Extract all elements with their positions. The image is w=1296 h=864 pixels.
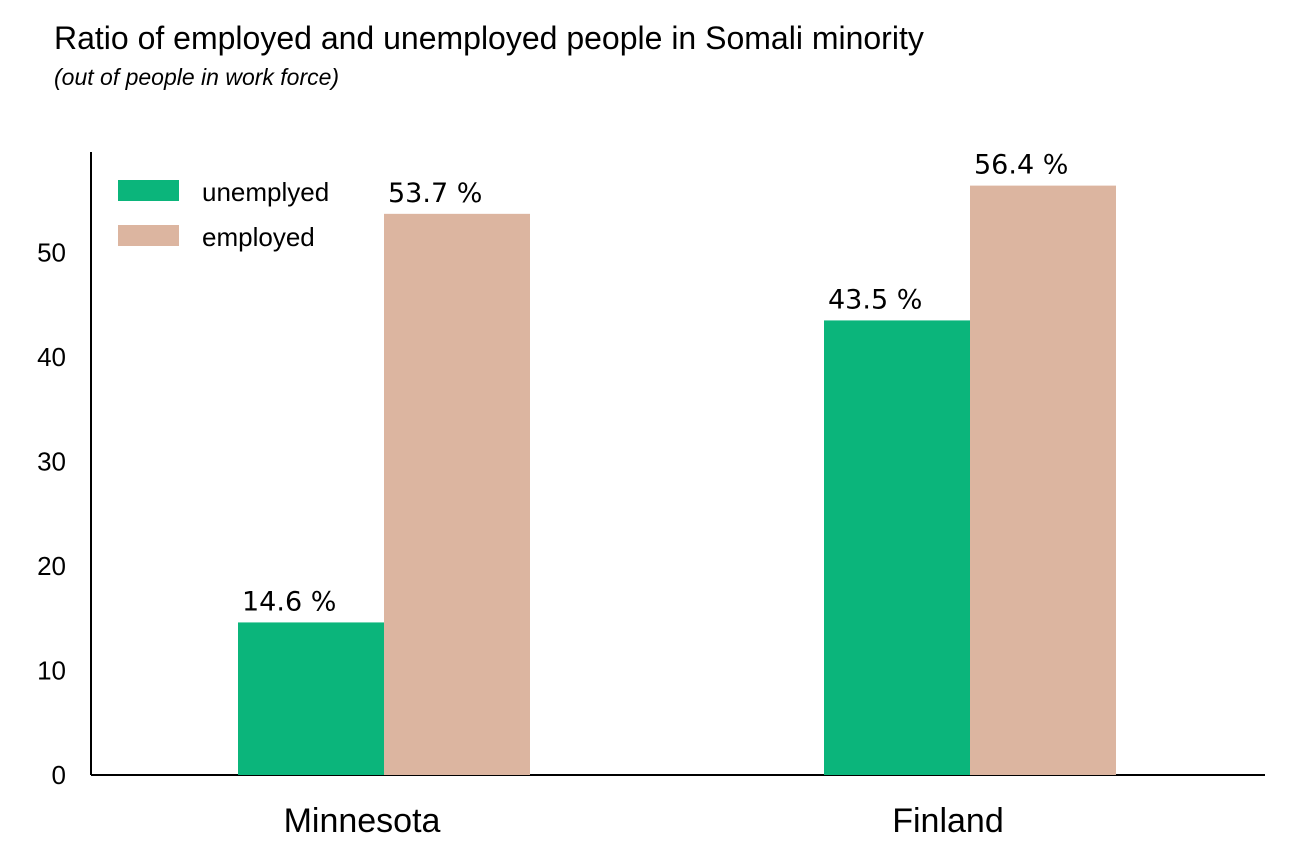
data-label-minnesota-unemplyed: 14.6 %	[242, 586, 336, 617]
legend-swatch-unemplyed	[118, 180, 179, 201]
legend-label-unemplyed: unemplyed	[202, 177, 329, 207]
y-tick-label-10: 10	[37, 656, 66, 686]
data-label-finland-employed: 56.4 %	[974, 150, 1068, 181]
y-tick-label-0: 0	[52, 760, 66, 790]
bar-finland-unemplyed	[824, 320, 970, 775]
x-category-label-minnesota: Minnesota	[284, 802, 441, 840]
y-tick-label-20: 20	[37, 551, 66, 581]
legend-swatch-employed	[118, 225, 179, 246]
bar-minnesota-unemplyed	[238, 622, 384, 775]
bar-minnesota-employed	[384, 213, 530, 775]
y-tick-label-50: 50	[37, 238, 66, 268]
chart-title: Ratio of employed and unemployed people …	[54, 20, 924, 56]
y-tick-label-30: 30	[37, 447, 66, 477]
data-label-finland-unemplyed: 43.5 %	[828, 284, 922, 315]
data-label-minnesota-employed: 53.7 %	[388, 178, 482, 209]
chart-subtitle: (out of people in work force)	[54, 64, 340, 90]
bar-finland-employed	[970, 185, 1116, 775]
y-tick-label-40: 40	[37, 342, 66, 372]
legend-label-employed: employed	[202, 222, 315, 252]
x-category-label-finland: Finland	[892, 802, 1004, 840]
